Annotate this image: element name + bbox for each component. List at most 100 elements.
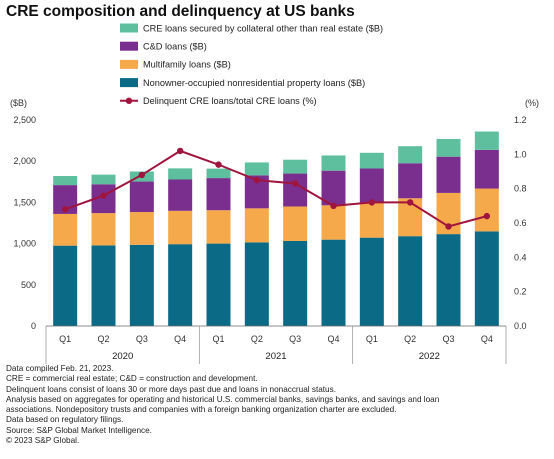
chart-title: CRE composition and delinquency at US ba…: [6, 3, 355, 20]
bar-segment: [398, 146, 423, 164]
x-year-label: 2020: [112, 351, 133, 362]
bar-segment: [206, 168, 231, 179]
bar-segment: [53, 176, 78, 186]
x-tick-label: Q4: [327, 334, 339, 344]
note-line: associations. Nondepository trusts and c…: [6, 405, 397, 415]
delinquency-point: [330, 202, 337, 210]
delinquency-point: [138, 171, 146, 179]
delinquency-point: [100, 192, 107, 199]
delinquency-point: [176, 147, 184, 155]
bar-segment: [436, 156, 461, 193]
bar-segment: [398, 236, 423, 326]
bar-segment: [168, 244, 193, 326]
bar-segment: [244, 242, 269, 326]
bar-segment: [283, 159, 308, 174]
x-tick-label: Q1: [366, 334, 378, 344]
y-axis-left-unit: ($B): [10, 98, 27, 108]
y-tick-right: 1.2: [514, 115, 527, 125]
note-line: Delinquent loans consist of loans 30 or …: [6, 384, 336, 394]
y-tick-left: 2,500: [13, 115, 36, 125]
legend-label: CRE loans secured by collateral other th…: [143, 23, 383, 33]
y-tick-right: 0.6: [514, 218, 527, 228]
x-tick-label: Q2: [251, 334, 263, 344]
delinquency-point: [61, 206, 69, 213]
bar-segment: [321, 205, 346, 240]
bar-segment: [321, 170, 346, 206]
x-tick-label: Q3: [136, 334, 148, 344]
delinquency-point: [215, 161, 222, 168]
bar-segment: [321, 155, 346, 171]
bar-segment: [91, 213, 116, 246]
bar-segment: [53, 245, 78, 326]
legend-swatch: [120, 23, 138, 33]
note-line: © 2023 S&P Global.: [6, 436, 80, 446]
x-tick-label: Q3: [442, 334, 454, 344]
bar-segment: [359, 168, 384, 204]
bar-segment: [206, 210, 231, 244]
x-tick-label: Q4: [174, 334, 186, 344]
bar-segment: [474, 149, 499, 189]
y-axis-right-unit: (%): [525, 98, 539, 108]
bar-segment: [168, 179, 193, 211]
bar-segment: [283, 240, 308, 326]
x-tick-label: Q4: [481, 334, 493, 344]
bar-segment: [53, 213, 78, 246]
y-tick-left: 2,000: [13, 156, 36, 166]
y-tick-right: 0.8: [514, 184, 527, 194]
bar-segment: [206, 243, 231, 326]
delinquency-point: [406, 199, 414, 206]
bar-segment: [129, 181, 154, 213]
bar-segment: [436, 138, 461, 157]
legend-swatch: [120, 41, 138, 51]
bar-segment: [129, 212, 154, 245]
x-year-label: 2022: [419, 351, 440, 362]
legend-label: Delinquent CRE loans/total CRE loans (%): [143, 96, 317, 106]
delinquency-point: [253, 176, 261, 184]
note-line: Source: S&P Global Market Intelligence.: [6, 425, 152, 435]
bar-segment: [474, 231, 499, 326]
bar-segment: [91, 245, 116, 326]
legend-label: Multifamily loans ($B): [143, 60, 231, 70]
y-tick-right: 0.4: [514, 252, 527, 262]
legend-swatch: [120, 78, 138, 88]
y-tick-left: 500: [21, 280, 36, 290]
bar-segment: [244, 175, 269, 209]
legend-label: C&D loans ($B): [143, 42, 207, 52]
delinquency-point: [445, 223, 452, 230]
legend-swatch: [120, 59, 138, 69]
note-line: Data based on regulatory filings.: [6, 415, 124, 425]
y-tick-right: 0.2: [514, 287, 527, 297]
chart-notes: Data compiled Feb. 21, 2023. CRE = comme…: [6, 364, 439, 446]
y-tick-left: 1,500: [13, 197, 36, 207]
bar-segment: [206, 178, 231, 211]
x-tick-label: Q3: [289, 334, 301, 344]
bar-segment: [129, 244, 154, 326]
x-tick-label: Q1: [59, 334, 71, 344]
bar-segment: [168, 210, 193, 245]
note-line: Analysis based on aggregates for operati…: [6, 394, 440, 404]
y-tick-left: 1,000: [13, 239, 36, 249]
bar-segment: [474, 131, 499, 150]
x-tick-label: Q2: [404, 334, 416, 344]
bar-segment: [283, 173, 308, 207]
bar-segment: [244, 162, 269, 176]
bar-segment: [283, 206, 308, 241]
y-tick-right: 1.0: [514, 149, 527, 159]
bar-segment: [436, 234, 461, 326]
bar-segment: [359, 152, 384, 169]
legend-line-marker: [125, 97, 133, 105]
bar-segment: [168, 168, 193, 180]
x-tick-label: Q2: [97, 334, 109, 344]
bar-segment: [91, 174, 116, 185]
delinquency-point: [368, 199, 376, 206]
delinquency-point: [483, 212, 491, 220]
legend-label: Nonowner-occupied nonresidential propert…: [143, 78, 365, 88]
bar-segment: [359, 237, 384, 326]
y-tick-left: 0: [31, 321, 36, 331]
bar-segment: [321, 239, 346, 326]
bar-segment: [398, 163, 423, 199]
bar-segment: [474, 188, 499, 232]
y-tick-right: 0.0: [514, 321, 527, 331]
bar-segment: [359, 203, 384, 238]
